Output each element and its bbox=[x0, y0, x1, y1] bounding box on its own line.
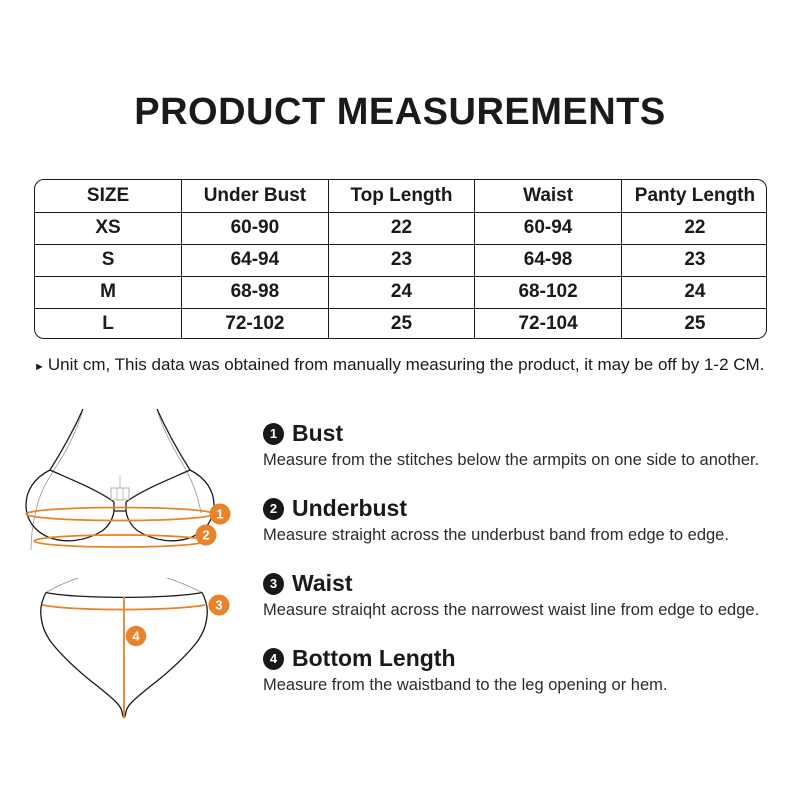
svg-text:3: 3 bbox=[215, 598, 222, 613]
svg-text:4: 4 bbox=[132, 628, 140, 643]
svg-text:1: 1 bbox=[216, 507, 223, 522]
svg-text:2: 2 bbox=[202, 528, 209, 543]
